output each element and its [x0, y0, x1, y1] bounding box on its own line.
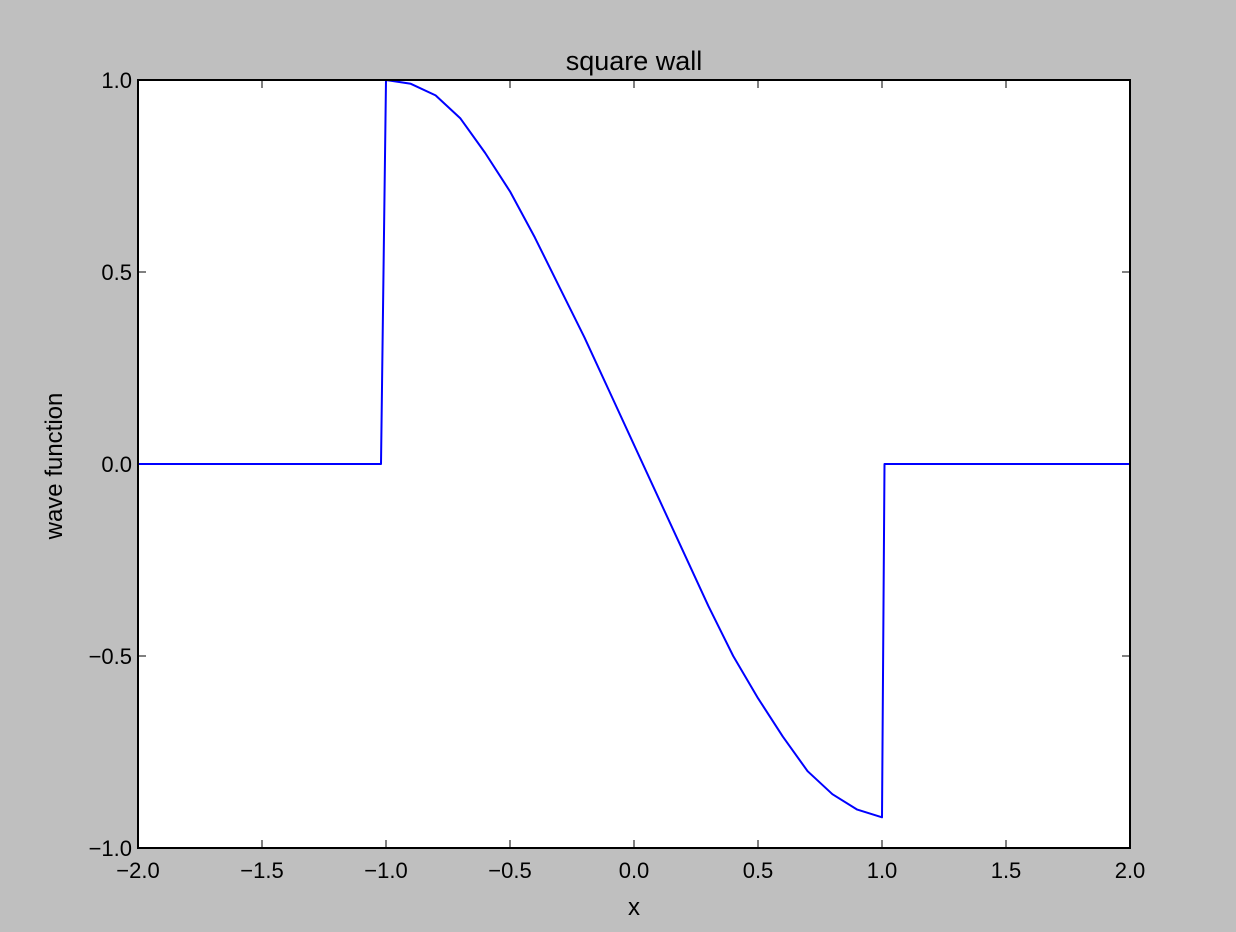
- series-group: [138, 79, 1130, 819]
- x-tick-label: −1.5: [240, 858, 283, 883]
- y-tick-label: 0.5: [101, 260, 132, 285]
- x-tick-label: 0.0: [619, 858, 650, 883]
- chart-title: square wall: [566, 46, 703, 76]
- y-tick-label: 0.0: [101, 452, 132, 477]
- x-tick-label: −1.0: [364, 858, 407, 883]
- x-tick-label: −0.5: [488, 858, 531, 883]
- x-tick-label: 0.5: [743, 858, 774, 883]
- x-axis-label: x: [628, 894, 640, 921]
- x-tick-label: −2.0: [116, 858, 159, 883]
- plot-frame: [137, 79, 1131, 849]
- x-tick-label: 1.0: [867, 858, 898, 883]
- y-tick-label: −0.5: [89, 644, 132, 669]
- y-tick-label: 1.0: [101, 68, 132, 93]
- x-tick-label: 2.0: [1115, 858, 1146, 883]
- x-tick-label: 1.5: [991, 858, 1022, 883]
- y-axis-label: wave function: [41, 393, 68, 541]
- series-line: [138, 79, 1130, 819]
- y-tick-label: −1.0: [89, 836, 132, 861]
- tick-labels-group: −2.0 −1.5 −1.0 −0.5 0.0 0.5 1.0 1.5 2.0 1.0 0.5 0.0…: [89, 68, 1146, 883]
